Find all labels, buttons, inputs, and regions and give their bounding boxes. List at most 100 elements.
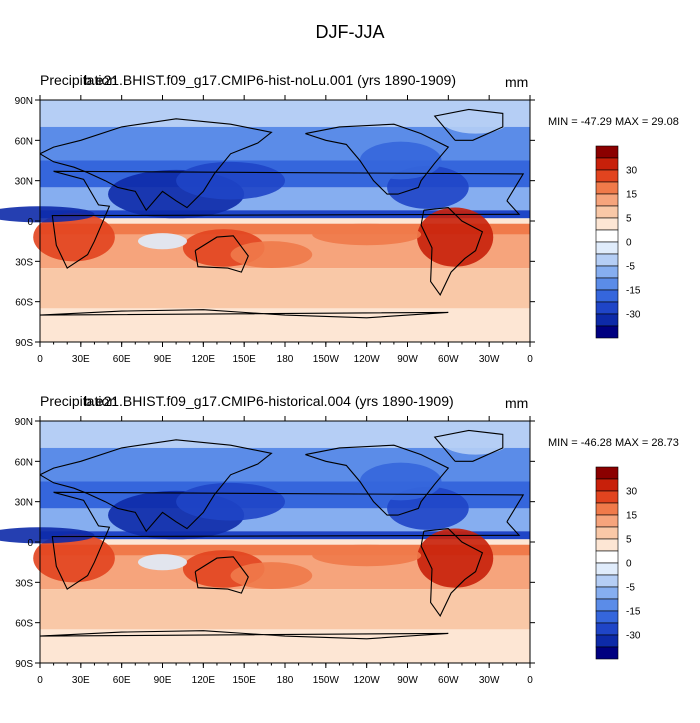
anomaly-region <box>230 241 313 269</box>
field-band <box>40 531 530 540</box>
colorbar-label: 15 <box>626 190 638 201</box>
colorbar-swatch <box>595 478 619 492</box>
x-tick-label: 30E <box>72 354 90 365</box>
map-panel-svg: 0 30E 60E 90E 120E 150E 180 150W 120W 90W 60W 30W 09… <box>0 95 641 365</box>
y-tick-label: 90S <box>15 659 33 670</box>
colorbar-swatch <box>595 574 619 588</box>
x-tick-label: 0 <box>527 675 533 686</box>
coastline <box>39 118 273 212</box>
panel-variable-label: Precipitation <box>40 72 118 88</box>
field-band <box>40 268 530 309</box>
y-tick-label: 30S <box>15 257 33 268</box>
anomaly-region <box>0 206 95 223</box>
colorbar-label: 30 <box>626 166 638 177</box>
colorbar-swatch <box>595 181 619 195</box>
coastline <box>433 429 504 462</box>
coastline <box>305 123 450 195</box>
x-tick-label: 90E <box>154 675 172 686</box>
y-tick-label: 90N <box>15 96 33 107</box>
x-tick-label: 0 <box>37 354 43 365</box>
x-tick-label: 120E <box>192 354 216 365</box>
x-tick-label: 90W <box>397 675 418 686</box>
y-tick-label: 90S <box>15 338 33 349</box>
x-tick-label: 60W <box>438 354 459 365</box>
panel-bottom: Precipitation b.e21.BHIST.f09_g17.CMIP6-… <box>0 393 700 723</box>
x-tick-label: 180 <box>277 354 294 365</box>
anomaly-region <box>359 462 442 501</box>
colorbar-swatch <box>595 550 619 564</box>
colorbar-swatch <box>595 490 619 504</box>
x-tick-label: 150E <box>232 354 256 365</box>
colorbar-label: -5 <box>626 583 635 594</box>
colorbar-swatch <box>595 538 619 552</box>
colorbar-swatch <box>595 157 619 171</box>
colorbar-swatch <box>595 169 619 183</box>
field-band <box>40 539 530 545</box>
colorbar-label: 15 <box>626 511 638 522</box>
x-tick-label: 150E <box>232 675 256 686</box>
field-band <box>40 544 530 556</box>
colorbar-label: -30 <box>626 631 641 642</box>
field-band <box>40 589 530 630</box>
colorbar-label: -30 <box>626 310 641 321</box>
x-tick-label: 90E <box>154 354 172 365</box>
anomaly-region <box>138 233 187 250</box>
colorbar-swatch <box>595 646 619 660</box>
colorbar-label: 5 <box>626 214 632 225</box>
colorbar-label: 5 <box>626 535 632 546</box>
colorbar-swatch <box>595 277 619 291</box>
colorbar-swatch <box>595 253 619 267</box>
anomaly-region <box>417 207 494 267</box>
colorbar-swatch <box>595 205 619 219</box>
figure-title: DJF-JJA <box>315 22 385 42</box>
coastline <box>194 235 249 273</box>
colorbar-swatch <box>595 313 619 327</box>
colorbar-swatch <box>595 526 619 540</box>
coastline <box>39 439 273 533</box>
colorbar-label: 0 <box>626 238 632 249</box>
coastline <box>305 444 450 516</box>
colorbar-label: 30 <box>626 487 638 498</box>
colorbar-label: -15 <box>626 607 641 618</box>
anomaly-region <box>441 427 510 455</box>
colorbar-swatch <box>595 229 619 243</box>
anomaly-region <box>230 562 313 590</box>
colorbar-swatch <box>595 562 619 576</box>
colorbar-swatch <box>595 514 619 528</box>
y-tick-label: 0 <box>27 538 33 549</box>
minmax-label: MIN = -46.28 MAX = 28.73 <box>548 437 679 449</box>
x-tick-label: 30E <box>72 675 90 686</box>
field-band <box>40 223 530 235</box>
colorbar-swatch <box>595 610 619 624</box>
x-tick-label: 120E <box>192 675 216 686</box>
x-tick-label: 150W <box>313 675 340 686</box>
panel-variable-label: Precipitation <box>40 393 118 409</box>
coastline <box>51 491 525 590</box>
x-tick-label: 120W <box>354 354 381 365</box>
panel-top: Precipitation b.e21.BHIST.f09_g17.CMIP6-… <box>0 72 700 402</box>
y-tick-label: 90N <box>15 417 33 428</box>
colorbar-swatch <box>595 289 619 303</box>
colorbar-swatch <box>595 466 619 480</box>
coastline <box>420 207 484 296</box>
x-tick-label: 0 <box>527 354 533 365</box>
coastline <box>194 556 249 594</box>
colorbar-swatch <box>595 502 619 516</box>
colorbar-swatch <box>595 241 619 255</box>
colorbar-label: -5 <box>626 262 635 273</box>
y-tick-label: 60S <box>15 298 33 309</box>
anomaly-region <box>359 141 442 180</box>
field-band <box>40 210 530 219</box>
colorbar-swatch <box>595 622 619 636</box>
anomaly-region <box>138 554 187 571</box>
colorbar-swatch <box>595 145 619 159</box>
x-tick-label: 60W <box>438 675 459 686</box>
x-tick-label: 180 <box>277 675 294 686</box>
anomaly-region <box>0 527 95 544</box>
x-tick-label: 30W <box>479 675 500 686</box>
minmax-label: MIN = -47.29 MAX = 29.08 <box>548 116 679 128</box>
y-tick-label: 30N <box>15 177 33 188</box>
colorbar-swatch <box>595 217 619 231</box>
x-tick-label: 120W <box>354 675 381 686</box>
y-tick-label: 30N <box>15 498 33 509</box>
